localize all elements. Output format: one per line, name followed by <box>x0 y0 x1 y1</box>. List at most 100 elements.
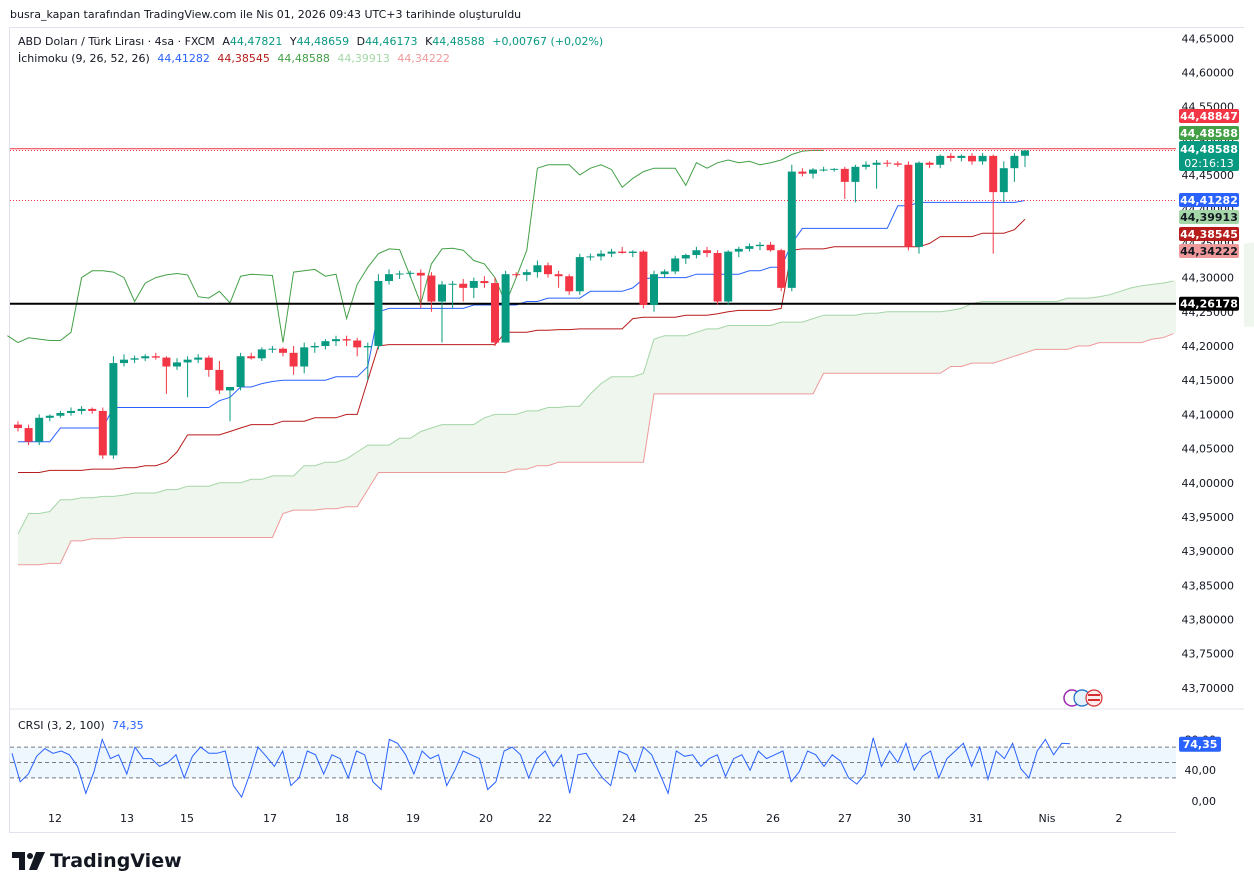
candle-body <box>639 251 648 305</box>
time-tick-label: 12 <box>48 812 62 825</box>
tenkan-tag-bg <box>1179 193 1239 207</box>
crsi-line <box>11 737 1071 799</box>
price-tick-label: 43,95000 <box>1182 511 1235 524</box>
candle-body <box>14 424 22 429</box>
candle <box>925 161 934 169</box>
candle <box>151 352 160 360</box>
candle-body <box>830 168 839 170</box>
candle <box>438 281 446 343</box>
candle-body <box>459 283 468 288</box>
price-tick-label: 43,85000 <box>1182 579 1235 592</box>
candle-body <box>660 271 669 275</box>
high-price-tag-text: 44,48847 <box>1180 110 1238 123</box>
candle <box>416 269 425 309</box>
candle-body <box>628 251 637 253</box>
candle <box>204 355 213 377</box>
candle <box>512 272 521 278</box>
candle <box>491 277 499 346</box>
candle-body <box>342 339 351 341</box>
candle-body <box>946 155 955 158</box>
candle <box>310 342 319 353</box>
price-tick-label: 43,75000 <box>1182 648 1235 661</box>
tradingview-logo[interactable]: TradingView <box>12 850 182 872</box>
candle-body <box>332 339 340 342</box>
candle <box>565 274 574 295</box>
price-tick-label: 44,15000 <box>1182 374 1235 387</box>
tradingview-logo-icon <box>12 852 45 870</box>
tenkan-value: 44,41282 <box>157 52 210 65</box>
candle-body <box>618 251 627 253</box>
span-a-tag-text: 44,39913 <box>1180 211 1238 224</box>
ichimoku-cloud <box>17 242 1254 566</box>
kijun-tag: 44,38545 <box>1179 227 1239 241</box>
crsi-legend: CRSI (3, 2, 100) 74,35 <box>18 719 148 732</box>
candle <box>872 159 881 189</box>
price-tick-label: 44,05000 <box>1182 443 1235 456</box>
candle-body <box>978 155 987 162</box>
candle-body <box>512 274 521 276</box>
time-tick-label: 27 <box>838 812 852 825</box>
candle-body <box>872 162 881 165</box>
candle <box>247 352 256 360</box>
candle-body <box>713 252 722 302</box>
tradingview-logo-text: TradingView <box>50 850 182 872</box>
candle-body <box>226 387 234 391</box>
candle-body <box>289 352 298 367</box>
candle <box>257 347 266 362</box>
candle <box>575 253 584 295</box>
candle <box>777 248 786 292</box>
span-b-tag: 44,34222 <box>1179 244 1239 258</box>
flag-icons[interactable] <box>1063 689 1103 707</box>
candle-body <box>35 417 44 442</box>
candle-body <box>109 363 118 456</box>
candle-body <box>427 275 436 302</box>
candle <box>35 414 44 446</box>
price-tick-label: 44,65000 <box>1182 32 1235 45</box>
candle-body <box>501 274 510 343</box>
candle <box>427 272 436 312</box>
candle <box>862 161 870 170</box>
time-axis[interactable]: 12 13 15 17 18 19 20 22 24 25 26 27 30 31 Nis 2 <box>48 812 1123 825</box>
symbol-name[interactable]: ABD Doları / Türk Lirası · 4sa · FXCM <box>18 35 215 48</box>
candle-body <box>406 272 415 274</box>
last-price-text: 44,48588 <box>1180 143 1238 156</box>
candle-body <box>915 162 923 247</box>
price-tick-label: 43,90000 <box>1182 545 1235 558</box>
candle-body <box>597 253 605 257</box>
candle <box>798 168 807 177</box>
candle <box>130 355 139 364</box>
time-tick-label: 2 <box>1116 812 1123 825</box>
high-price-tag-bg <box>1179 109 1239 123</box>
candle <box>14 421 22 432</box>
candle <box>162 356 171 394</box>
candle <box>819 166 828 172</box>
candle <box>586 253 595 261</box>
candle <box>703 246 711 258</box>
candle <box>321 339 330 350</box>
candle-body <box>45 415 54 418</box>
candle-body <box>745 246 754 249</box>
candle-body <box>766 244 775 251</box>
time-tick-label: 13 <box>120 812 134 825</box>
high-price-tag: 44,48847 <box>1179 109 1239 123</box>
candle <box>734 246 743 258</box>
candle-body <box>840 168 849 182</box>
candle-body <box>363 345 372 348</box>
candle <box>968 153 976 165</box>
candle-body <box>194 357 203 360</box>
candle <box>109 356 118 459</box>
candle-body <box>279 348 287 353</box>
candle <box>459 278 468 302</box>
ichimoku-name[interactable]: İchimoku (9, 26, 52, 26) <box>18 52 150 65</box>
candle-body <box>56 413 65 416</box>
candle <box>650 270 658 312</box>
candle-body <box>24 428 33 442</box>
crsi-name[interactable]: CRSI (3, 2, 100) <box>18 719 105 732</box>
price-tick-label: 44,20000 <box>1182 340 1235 353</box>
candle <box>893 161 902 167</box>
candle <box>363 342 372 381</box>
candle <box>936 154 945 169</box>
candle <box>141 354 150 362</box>
